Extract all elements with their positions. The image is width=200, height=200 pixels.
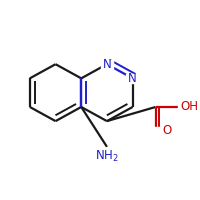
Bar (126, 74, 139, 83)
Bar (178, 102, 196, 112)
Text: N: N (103, 58, 111, 71)
Text: O: O (162, 124, 171, 137)
Bar (101, 60, 113, 69)
Text: N: N (128, 72, 137, 85)
Bar (154, 127, 168, 136)
Bar (96, 148, 118, 157)
Text: NH$_2$: NH$_2$ (95, 149, 119, 164)
Text: OH: OH (180, 100, 198, 113)
